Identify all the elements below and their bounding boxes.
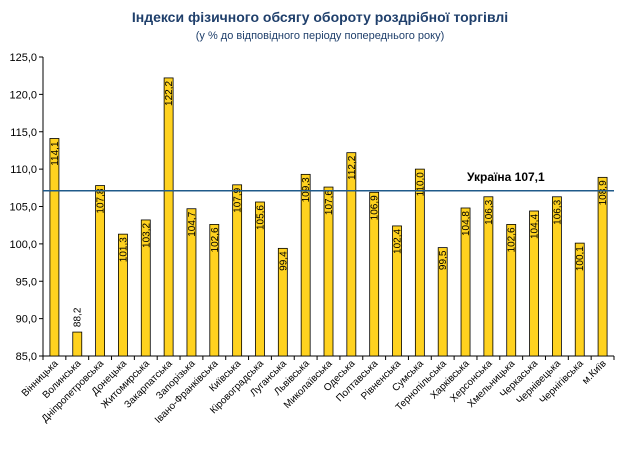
data-label: 106,3 xyxy=(484,199,495,224)
data-label: 112,2 xyxy=(347,155,358,180)
data-label: 104,7 xyxy=(187,211,198,236)
category-label: м.Київ xyxy=(580,358,608,386)
bar xyxy=(49,138,60,357)
bar xyxy=(140,219,151,357)
y-tick-label: 105,0 xyxy=(9,202,37,214)
bar xyxy=(414,168,425,357)
bar xyxy=(118,233,128,357)
y-tick-label: 100,0 xyxy=(9,239,37,251)
data-label: 88,2 xyxy=(72,307,83,327)
data-label: 102,6 xyxy=(210,227,221,252)
chart-title: Індекси фізичного обсягу обороту роздріб… xyxy=(132,9,508,25)
bar xyxy=(597,176,608,357)
data-label: 99,5 xyxy=(438,250,449,270)
data-label: 100,1 xyxy=(575,246,586,271)
bar xyxy=(369,191,380,357)
ukraine-reference-label: Україна 107,1 xyxy=(467,170,545,184)
data-label: 104,8 xyxy=(461,211,472,236)
data-label: 107,8 xyxy=(96,188,107,213)
bar xyxy=(506,224,517,357)
data-label: 102,6 xyxy=(507,227,518,252)
y-tick-label: 125,0 xyxy=(9,52,37,64)
plot-area: 85,0 90,0 95,0 100,0 105,0 110,0 115,0 120,0 125… xyxy=(9,52,615,426)
data-label: 101,3 xyxy=(118,237,129,262)
data-label: 99,4 xyxy=(278,251,289,271)
bar xyxy=(529,210,539,357)
bar xyxy=(255,201,265,357)
bar xyxy=(323,186,334,357)
bar xyxy=(483,196,494,357)
bar xyxy=(346,152,357,357)
data-label: 104,4 xyxy=(530,214,541,239)
data-label: 108,9 xyxy=(598,180,609,205)
bar xyxy=(232,184,243,357)
bar xyxy=(300,173,311,357)
bar xyxy=(186,208,197,357)
chart-subtitle: (у % до відповідного періоду попередньог… xyxy=(196,30,445,42)
bar xyxy=(392,225,402,357)
bar xyxy=(437,247,448,357)
y-tick-label: 85,0 xyxy=(16,351,37,363)
bar xyxy=(163,77,174,357)
bar xyxy=(460,207,471,357)
bar xyxy=(552,196,562,357)
bar xyxy=(95,185,105,357)
data-label: 122,2 xyxy=(164,80,175,105)
data-label: 103,2 xyxy=(141,223,152,248)
y-tick-label: 110,0 xyxy=(10,164,37,176)
y-tick-label: 95,0 xyxy=(16,276,37,288)
data-label: 110,0 xyxy=(415,172,426,197)
data-label: 105,6 xyxy=(255,205,266,230)
data-label: 109,3 xyxy=(301,177,312,202)
data-label: 106,9 xyxy=(370,195,381,220)
data-label: 106,3 xyxy=(552,199,563,224)
y-tick-label: 115,0 xyxy=(10,127,37,139)
bar xyxy=(574,242,585,357)
bar xyxy=(277,247,288,357)
data-label: 102,4 xyxy=(393,229,404,254)
bar xyxy=(72,331,83,357)
y-tick-label: 120,0 xyxy=(9,89,37,101)
data-label: 107,9 xyxy=(233,187,244,212)
y-tick-label: 90,0 xyxy=(16,314,37,326)
data-label: 114,1 xyxy=(50,141,61,166)
data-label: 107,6 xyxy=(324,190,335,215)
bar xyxy=(209,224,220,357)
